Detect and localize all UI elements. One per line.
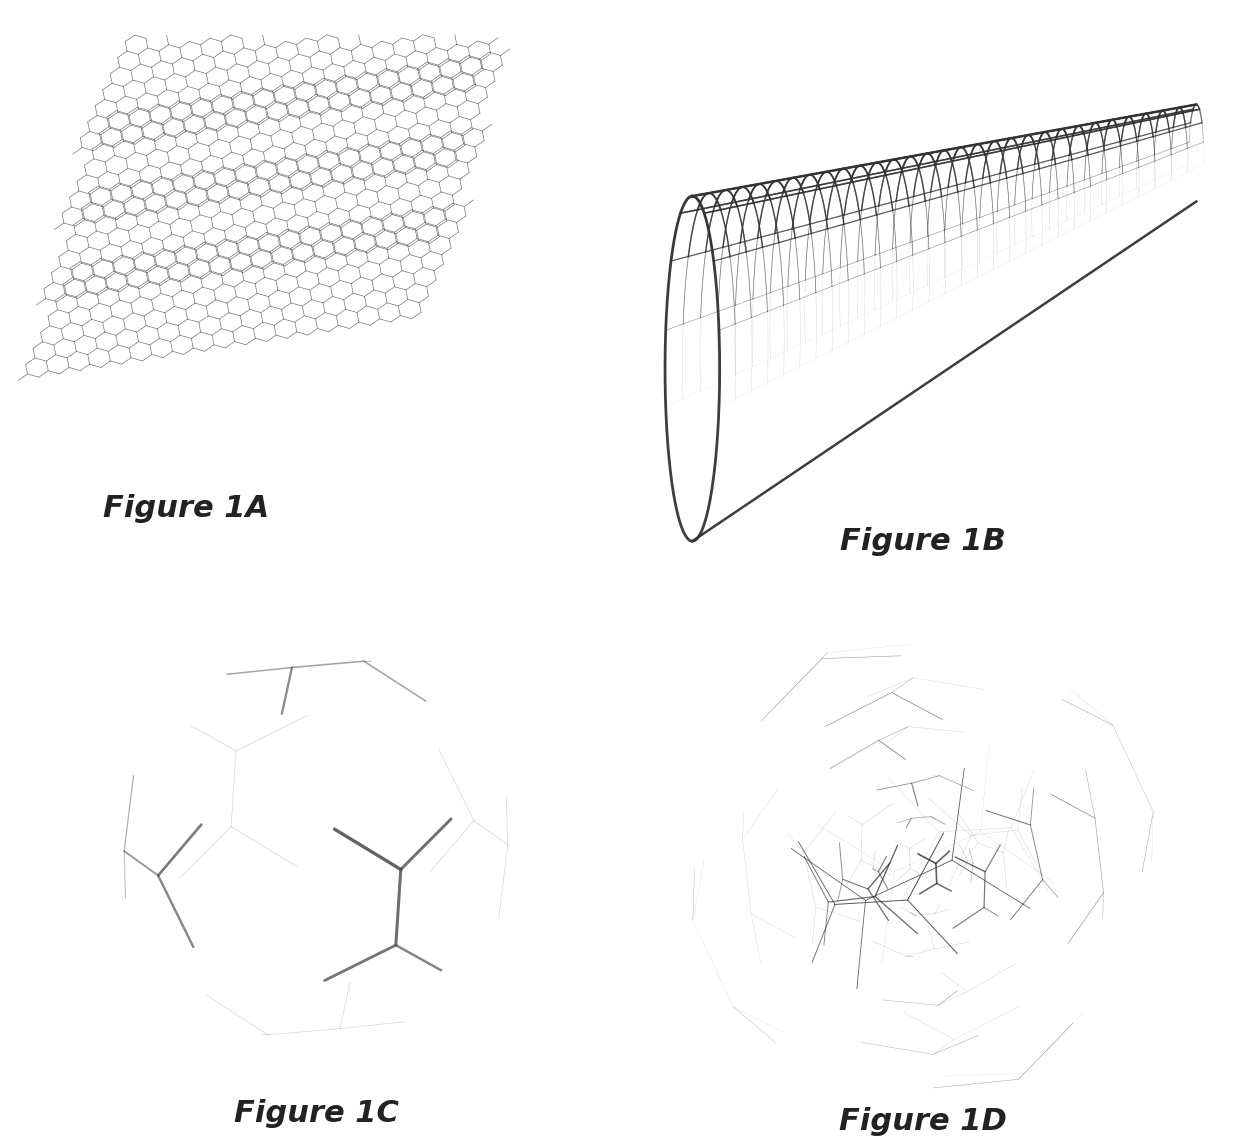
Text: Figure 1D: Figure 1D: [839, 1107, 1007, 1136]
Text: Figure 1C: Figure 1C: [233, 1100, 399, 1129]
Text: Figure 1B: Figure 1B: [840, 526, 1006, 555]
Text: Figure 1A: Figure 1A: [104, 494, 270, 523]
